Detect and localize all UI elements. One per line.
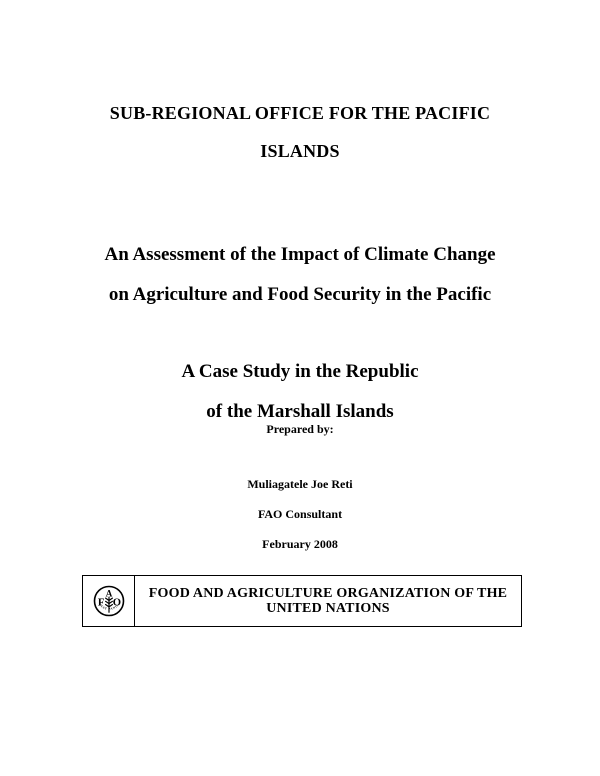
report-title-line-1: An Assessment of the Impact of Climate C…	[104, 244, 496, 265]
fao-logo-letter-o: O	[112, 598, 120, 609]
org-name-line-2: UNITED NATIONS	[266, 601, 390, 616]
fao-logo-cell: A F O FIAT PANIS	[83, 576, 135, 626]
org-name-line-1: FOOD AND AGRICULTURE ORGANIZATION OF THE	[148, 586, 508, 601]
header-line-2: ISLANDS	[260, 141, 340, 161]
author-role: FAO Consultant	[257, 507, 343, 521]
author-block: Muliagatele Joe Reti FAO Consultant Febr…	[0, 462, 600, 567]
subtitle-line-2: of the Marshall Islands	[206, 401, 394, 422]
fao-logo-icon: A F O FIAT PANIS	[93, 585, 124, 617]
header-title: SUB-REGIONAL OFFICE FOR THE PACIFIC ISLA…	[0, 85, 600, 180]
fao-logo-letter-f: F	[97, 598, 104, 609]
case-study-subtitle: A Case Study in the Republic of the Mars…	[0, 342, 600, 442]
report-date: February 2008	[262, 537, 338, 551]
author-name: Muliagatele Joe Reti	[247, 477, 353, 491]
fao-logo-letter-a: A	[105, 588, 112, 598]
report-title: An Assessment of the Impact of Climate C…	[0, 225, 600, 325]
prepared-by-label: Prepared by:	[266, 422, 334, 436]
org-name: FOOD AND AGRICULTURE ORGANIZATION OF THE…	[135, 576, 521, 626]
header-line-1: SUB-REGIONAL OFFICE FOR THE PACIFIC	[109, 103, 491, 123]
subtitle-line-1: A Case Study in the Republic	[181, 361, 419, 382]
fao-box: A F O FIAT PANIS FOOD AND AGRICULTURE OR…	[82, 575, 522, 627]
report-title-line-2: on Agriculture and Food Security in the …	[108, 284, 492, 305]
